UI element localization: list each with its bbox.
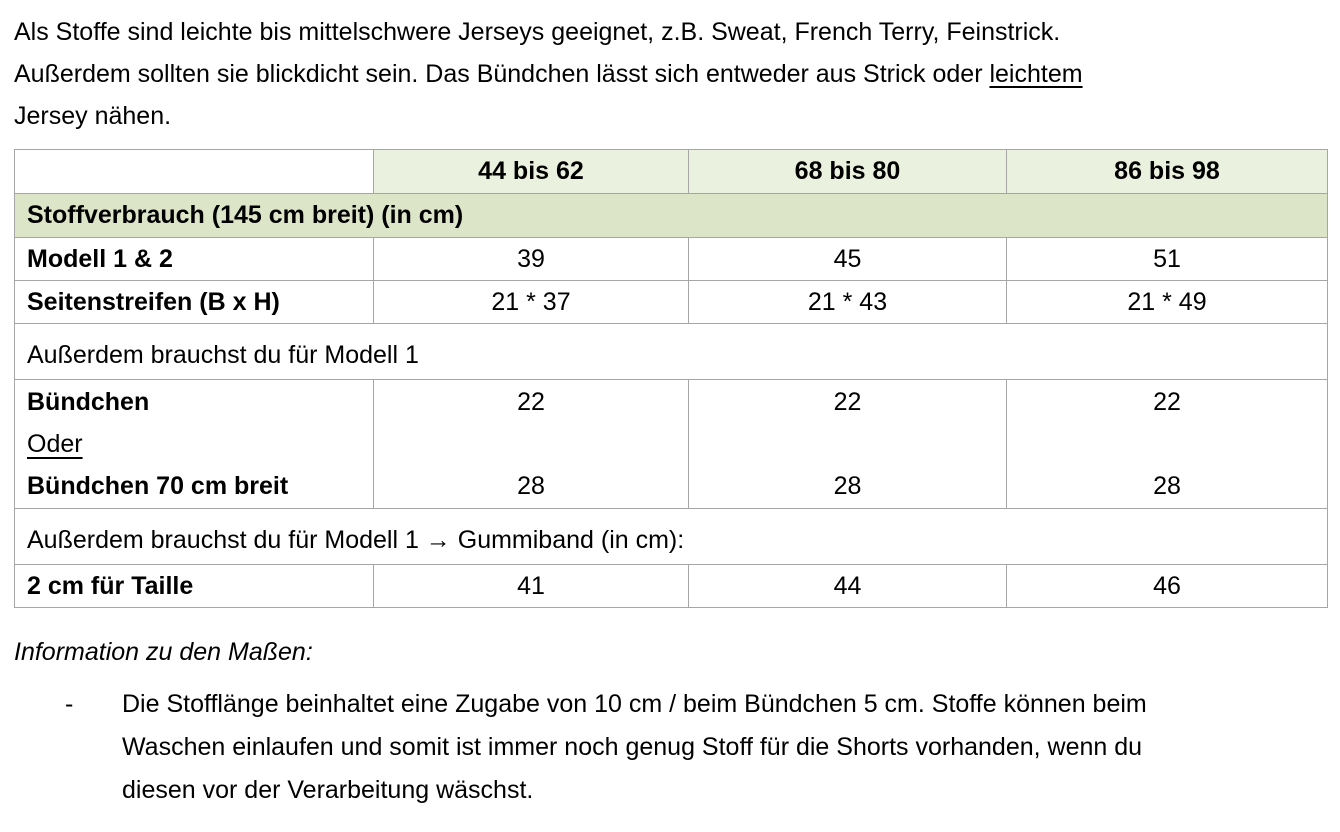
bullet-text-line-1: Die Stofflänge beinhaltet eine Zugabe vo… — [122, 690, 1147, 718]
info-heading: Information zu den Maßen: — [14, 638, 313, 666]
buendchen-values-44-62: 22 28 — [373, 379, 689, 509]
document-page: Als Stoffe sind leichte bis mittelschwer… — [14, 11, 1328, 812]
col-header-44-62: 44 bis 62 — [373, 149, 689, 194]
table-row-taille: 2 cm für Taille 41 44 46 — [14, 564, 1328, 608]
modell-value-68-80: 45 — [688, 237, 1007, 281]
buendchen-value-spacer — [386, 423, 676, 465]
section-gummiband-row: Außerdem brauchst du für Modell 1 → Gumm… — [14, 508, 1328, 565]
table-row-buendchen: Bündchen Oder Bündchen 70 cm breit 22 28… — [14, 379, 1328, 509]
row-label-taille: 2 cm für Taille — [14, 564, 374, 608]
section-gummiband-title: Außerdem brauchst du für Modell 1 → Gumm… — [14, 508, 1328, 565]
bullet-text-line-2: Waschen einlaufen und somit ist immer no… — [122, 733, 1143, 761]
table-row-modell: Modell 1 & 2 39 45 51 — [14, 237, 1328, 281]
buendchen-value-top: 22 — [517, 388, 545, 416]
bullet-text: Die Stofflänge beinhaltet eine Zugabe vo… — [122, 683, 1147, 812]
buendchen-label-line3: Bündchen 70 cm breit — [27, 472, 289, 500]
intro-line-1: Als Stoffe sind leichte bis mittelschwer… — [14, 18, 1061, 46]
buendchen-value-bottom: 28 — [517, 472, 545, 500]
taille-value-44-62: 41 — [373, 564, 689, 608]
seitenstreifen-value-44-62: 21 * 37 — [373, 280, 689, 324]
taille-value-68-80: 44 — [688, 564, 1007, 608]
col-header-86-98: 86 bis 98 — [1006, 149, 1328, 194]
buendchen-value-spacer — [701, 423, 994, 465]
buendchen-value-top: 22 — [1153, 388, 1181, 416]
section-modell1-row: Außerdem brauchst du für Modell 1 — [14, 323, 1328, 380]
buendchen-label-line2-oder: Oder — [27, 430, 83, 458]
modell-value-86-98: 51 — [1006, 237, 1328, 281]
row-label-modell: Modell 1 & 2 — [14, 237, 374, 281]
row-label-seitenstreifen: Seitenstreifen (B x H) — [14, 280, 374, 324]
section-stoffverbrauch-row: Stoffverbrauch (145 cm breit) (in cm) — [14, 193, 1328, 238]
buendchen-value-bottom: 28 — [1153, 472, 1181, 500]
intro-underlined-word: leichtem — [989, 60, 1083, 88]
intro-line-2: Außerdem sollten sie blickdicht sein. Da… — [14, 53, 1327, 95]
row-label-buendchen: Bündchen Oder Bündchen 70 cm breit — [14, 379, 374, 509]
taille-value-86-98: 46 — [1006, 564, 1328, 608]
intro-line-3: Jersey nähen. — [14, 102, 172, 130]
seitenstreifen-value-86-98: 21 * 49 — [1006, 280, 1328, 324]
buendchen-label-line1: Bündchen — [27, 388, 150, 416]
buendchen-value-bottom: 28 — [833, 472, 862, 500]
buendchen-value-spacer — [1019, 423, 1315, 465]
bullet-text-line-3: diesen vor der Verarbeitung wäschst. — [122, 776, 534, 804]
modell-value-44-62: 39 — [373, 237, 689, 281]
table-row-seitenstreifen: Seitenstreifen (B x H) 21 * 37 21 * 43 2… — [14, 280, 1328, 324]
seitenstreifen-value-68-80: 21 * 43 — [688, 280, 1007, 324]
intro-line-2-text: Außerdem sollten sie blickdicht sein. Da… — [14, 60, 990, 88]
buendchen-values-86-98: 22 28 — [1006, 379, 1328, 509]
section-stoffverbrauch-title: Stoffverbrauch (145 cm breit) (in cm) — [14, 193, 1328, 238]
info-bullet-item: - Die Stofflänge beinhaltet eine Zugabe … — [14, 683, 1327, 812]
buendchen-values-68-80: 22 28 — [688, 379, 1007, 509]
corner-cell — [14, 149, 374, 194]
col-header-68-80: 68 bis 80 — [688, 149, 1007, 194]
fabric-requirements-table: 44 bis 62 68 bis 80 86 bis 98 Stoffverbr… — [14, 149, 1328, 608]
bullet-dash-marker: - — [65, 690, 74, 718]
section-modell1-title: Außerdem brauchst du für Modell 1 — [14, 323, 1328, 380]
intro-paragraph: Als Stoffe sind leichte bis mittelschwer… — [14, 11, 1327, 137]
buendchen-value-top: 22 — [833, 388, 862, 416]
size-header-row: 44 bis 62 68 bis 80 86 bis 98 — [14, 149, 1328, 194]
